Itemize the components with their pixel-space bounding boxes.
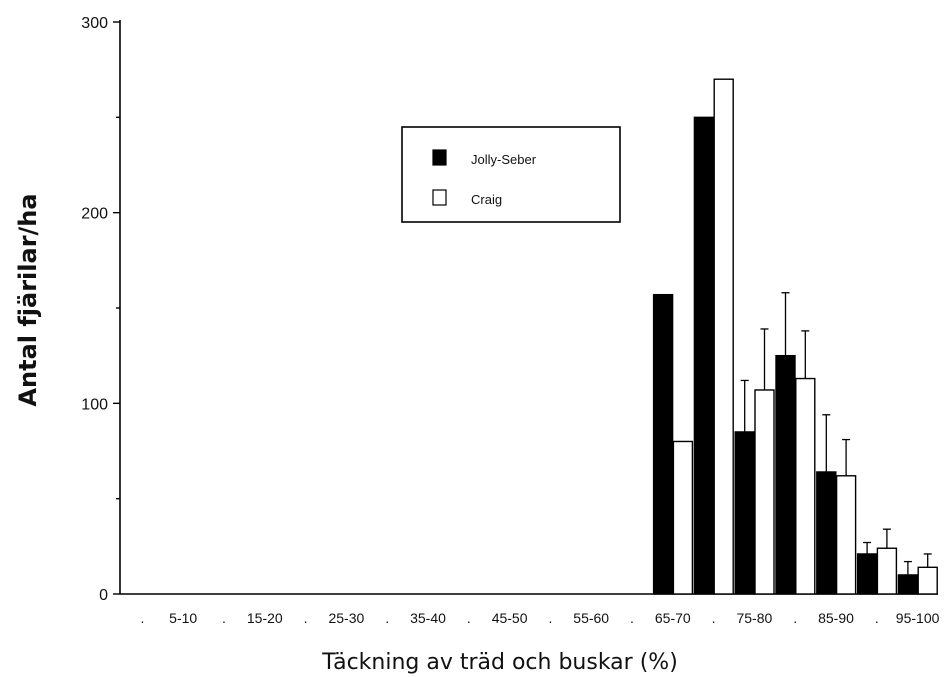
y-tick-label: 100 <box>81 396 108 413</box>
x-tick-label: . <box>304 610 308 626</box>
legend-label-craig: Craig <box>471 192 502 207</box>
craig-bar <box>672 440 694 595</box>
x-tick-label: 75-80 <box>736 610 772 626</box>
x-tick-label: . <box>467 610 471 626</box>
y-tick-label: 300 <box>81 15 108 32</box>
jolly-seber-bar <box>775 354 796 595</box>
x-tick-label: 95-100 <box>896 610 940 626</box>
y-tick-label: 0 <box>99 587 108 604</box>
craig-bar <box>713 78 734 595</box>
jolly-seber-bar <box>693 116 715 595</box>
x-tick-label: 15-20 <box>247 610 283 626</box>
x-tick-label: 55-60 <box>573 610 609 626</box>
jolly-seber-bar <box>652 293 674 595</box>
craig-bar <box>917 566 938 595</box>
jolly-seber-bar <box>856 553 878 595</box>
x-tick-label: . <box>548 610 552 626</box>
x-tick-label: 35-40 <box>410 610 446 626</box>
craig-bar <box>876 547 898 595</box>
x-tick-label: . <box>385 610 389 626</box>
x-tick-label: 25-30 <box>328 610 364 626</box>
legend-box <box>401 126 621 223</box>
x-tick-label: 45-50 <box>492 610 528 626</box>
x-tick-label: . <box>222 610 226 626</box>
legend-swatch-craig <box>432 189 447 206</box>
legend-label-jolly-seber: Jolly-Seber <box>471 152 537 167</box>
x-tick-label: . <box>712 610 716 626</box>
x-tick-label: . <box>875 610 879 626</box>
x-axis-title: Täckning av träd och buskar (%) <box>321 650 678 675</box>
x-tick-label: . <box>793 610 797 626</box>
jolly-seber-bar <box>734 431 755 595</box>
x-tick-label: 65-70 <box>655 610 691 626</box>
craig-bar <box>835 475 857 595</box>
x-tick-label: 85-90 <box>818 610 854 626</box>
y-tick-label: 200 <box>81 206 108 223</box>
jolly-seber-bar <box>897 574 919 595</box>
legend-swatch-jolly-seber <box>432 149 447 166</box>
x-tick-label: 5-10 <box>169 610 197 626</box>
x-tick-label: . <box>140 610 144 626</box>
craig-bar <box>754 389 775 595</box>
jolly-seber-bar <box>816 471 837 595</box>
y-axis-title: Antal fjärilar/ha <box>14 193 42 406</box>
x-tick-label: . <box>630 610 634 626</box>
craig-bar <box>795 377 816 595</box>
